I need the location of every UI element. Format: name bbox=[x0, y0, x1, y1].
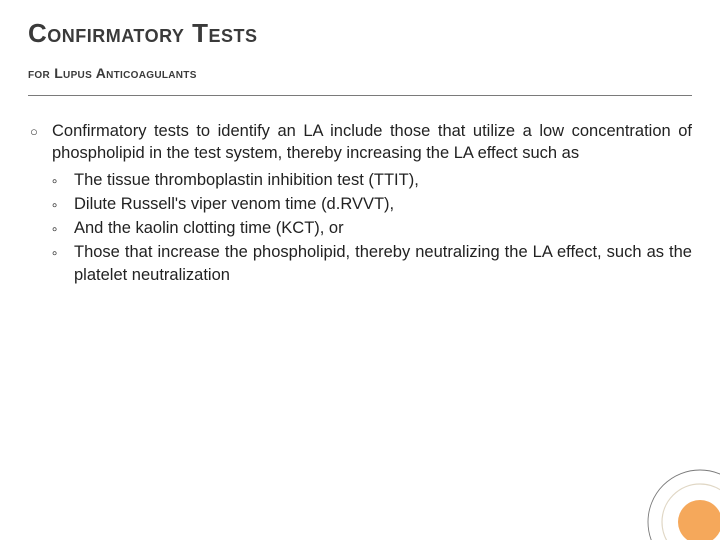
sub-item: ༚ Those that increase the phospholipid, … bbox=[30, 241, 692, 286]
bullet-inner-icon: ༚ bbox=[52, 193, 74, 215]
title-divider bbox=[28, 95, 692, 96]
deco-circle bbox=[678, 500, 720, 540]
bullet-inner-icon: ༚ bbox=[52, 241, 74, 263]
sub-item-text: And the kaolin clotting time (KCT), or bbox=[74, 217, 692, 239]
sub-list: ༚ The tissue thromboplastin inhibition t… bbox=[30, 169, 692, 286]
sub-item: ༚ Dilute Russell's viper venom time (d.R… bbox=[30, 193, 692, 215]
content-area: ○ Confirmatory tests to identify an LA i… bbox=[28, 120, 692, 286]
deco-ring-outer bbox=[648, 470, 720, 540]
sub-item-text: Dilute Russell's viper venom time (d.RVV… bbox=[74, 193, 692, 215]
slide: Confirmatory Tests for Lupus Anticoagula… bbox=[0, 0, 720, 540]
sub-item: ༚ The tissue thromboplastin inhibition t… bbox=[30, 169, 692, 191]
lead-paragraph: Confirmatory tests to identify an LA inc… bbox=[52, 120, 692, 165]
sub-item: ༚ And the kaolin clotting time (KCT), or bbox=[30, 217, 692, 239]
bullet-inner-icon: ༚ bbox=[52, 217, 74, 239]
sub-item-text: The tissue thromboplastin inhibition tes… bbox=[74, 169, 692, 191]
sub-item-text: Those that increase the phospholipid, th… bbox=[74, 241, 692, 286]
bullet-inner-icon: ༚ bbox=[52, 169, 74, 191]
bullet-outer-icon: ○ bbox=[30, 120, 52, 143]
deco-ring-inner bbox=[662, 484, 720, 540]
slide-subtitle: for Lupus Anticoagulants bbox=[28, 65, 692, 81]
corner-decoration bbox=[600, 450, 720, 540]
slide-title: Confirmatory Tests bbox=[28, 18, 692, 49]
bullet-item: ○ Confirmatory tests to identify an LA i… bbox=[30, 120, 692, 165]
